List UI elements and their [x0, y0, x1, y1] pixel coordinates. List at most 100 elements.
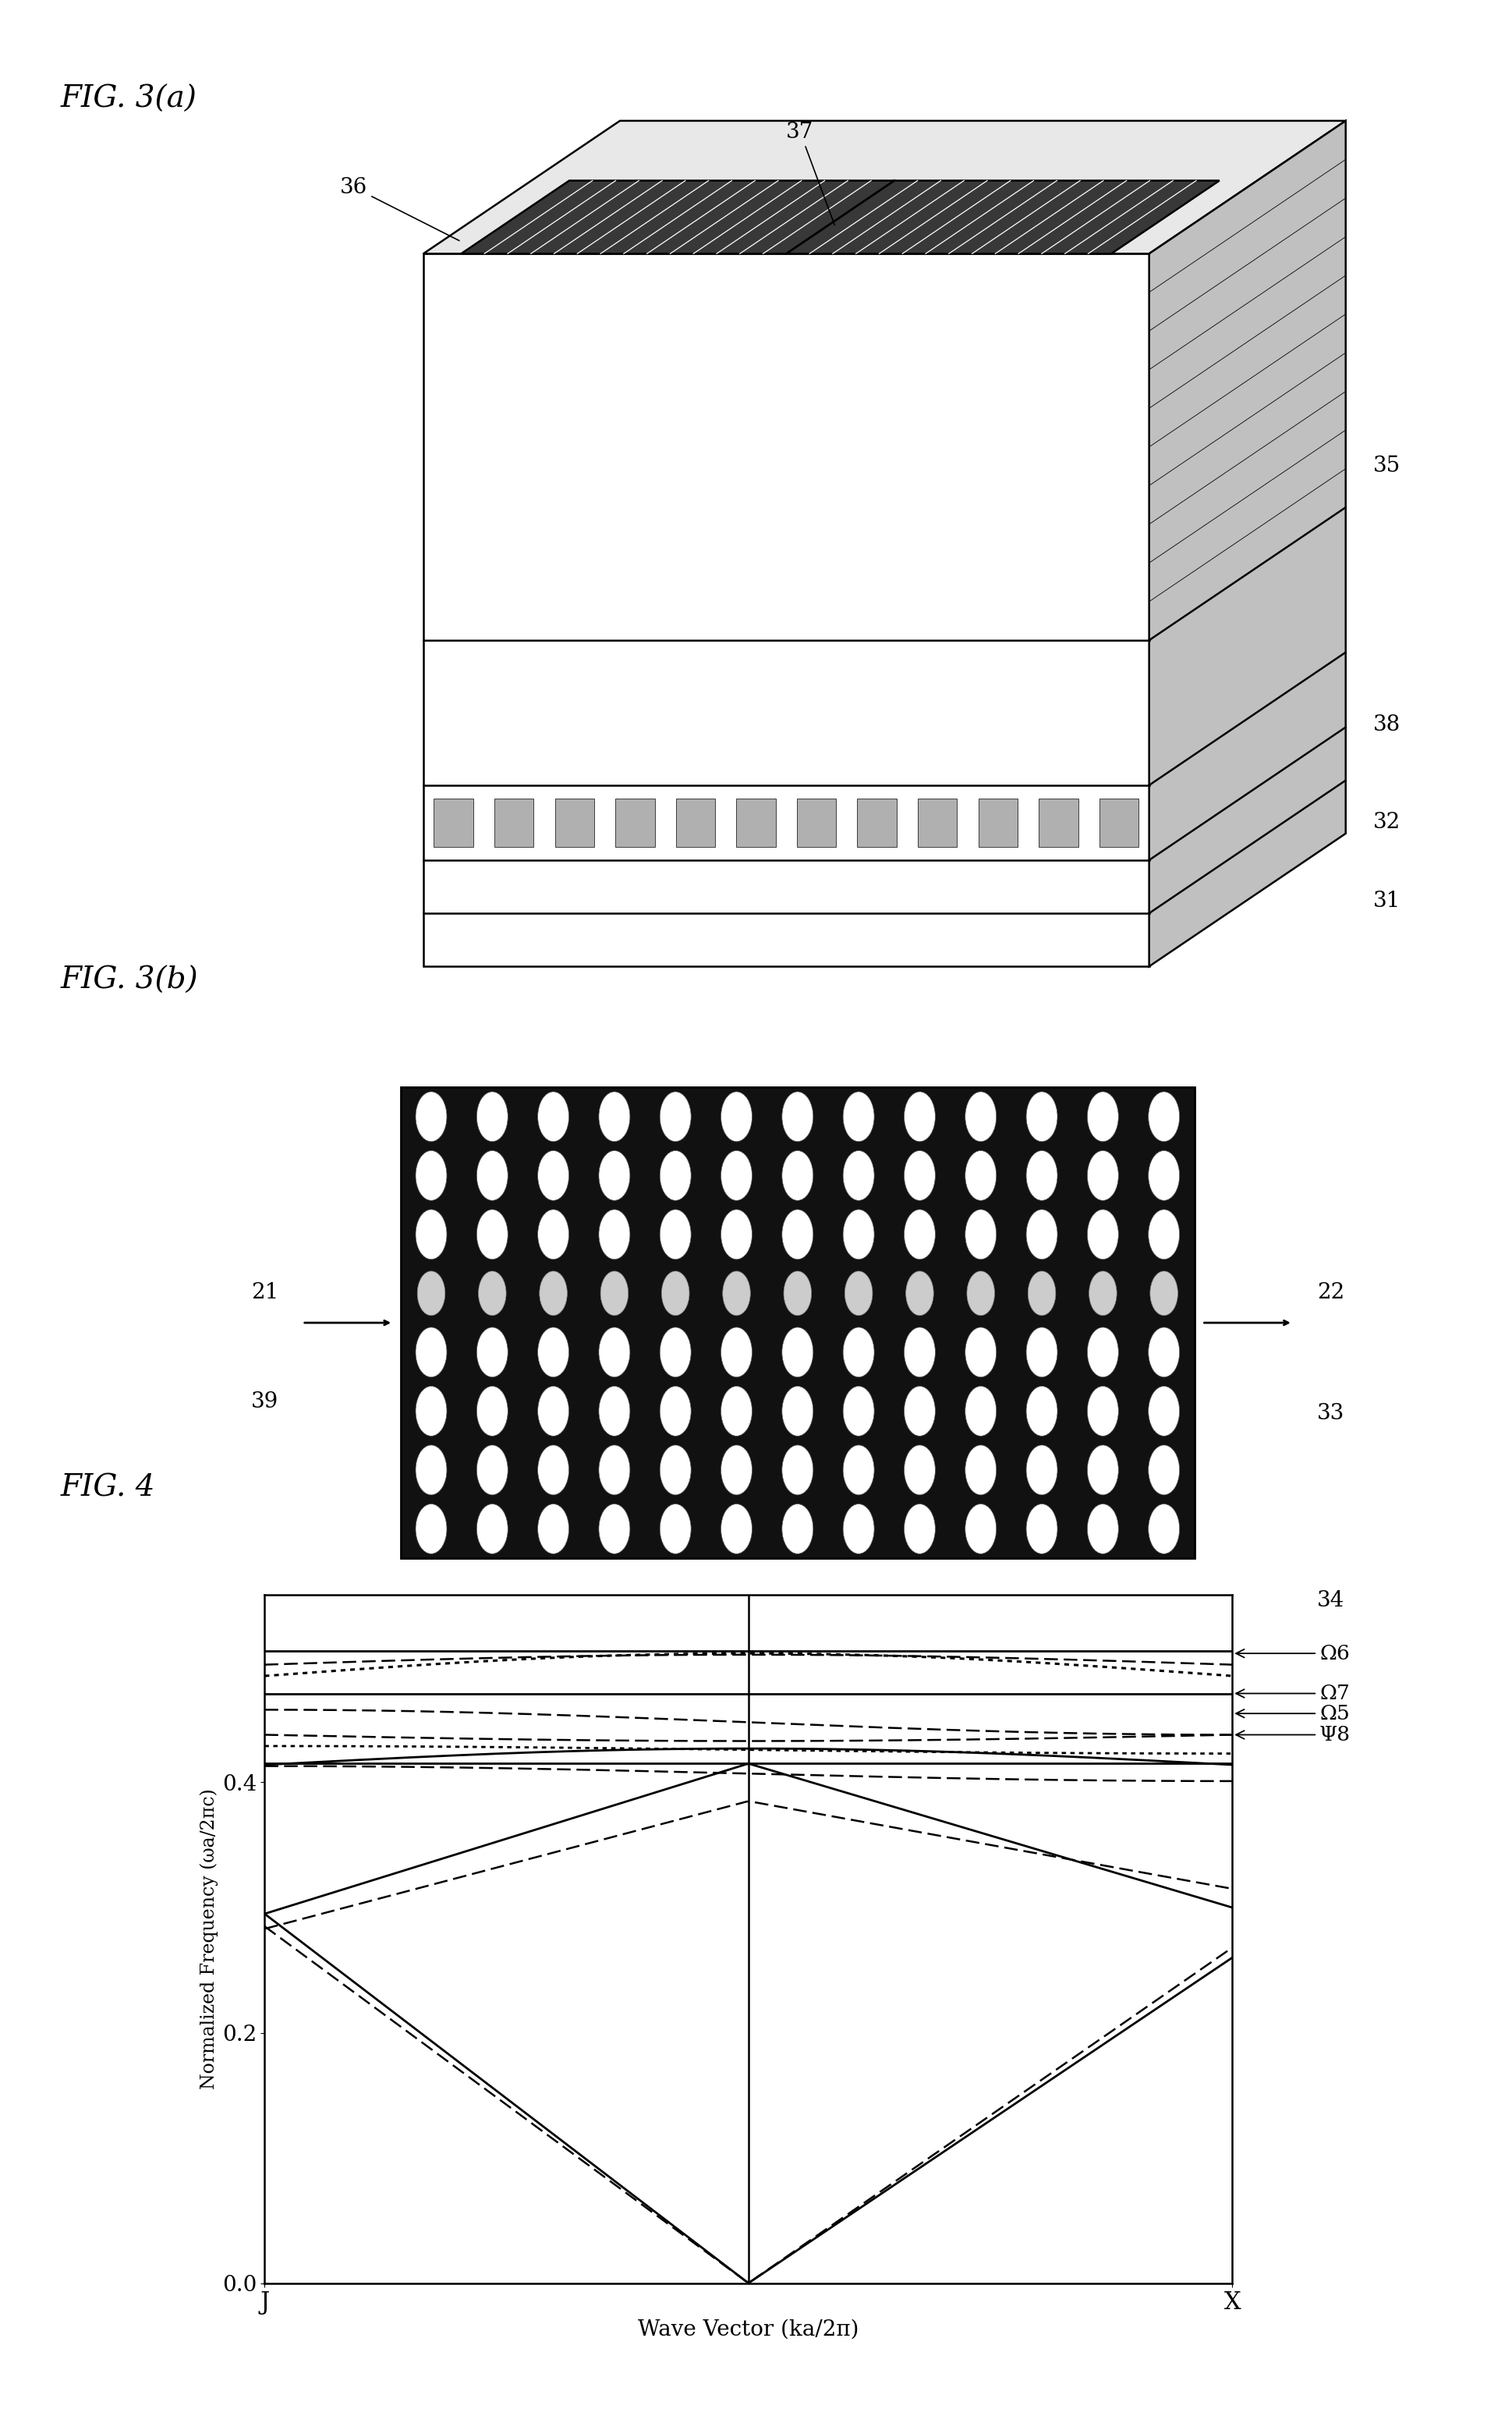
Text: 34: 34: [1317, 1590, 1344, 1611]
Bar: [434, 797, 473, 848]
Circle shape: [659, 1505, 691, 1553]
Bar: [401, 1087, 1194, 1558]
Bar: [676, 797, 715, 848]
Circle shape: [1148, 1092, 1179, 1140]
Circle shape: [904, 1326, 936, 1377]
Circle shape: [476, 1505, 508, 1553]
Circle shape: [782, 1092, 813, 1140]
Circle shape: [416, 1092, 448, 1140]
Circle shape: [844, 1326, 874, 1377]
Circle shape: [1087, 1445, 1119, 1496]
Circle shape: [721, 1387, 751, 1435]
Circle shape: [416, 1445, 448, 1496]
Circle shape: [538, 1150, 569, 1201]
Circle shape: [1027, 1150, 1057, 1201]
Text: FIG. 3(a): FIG. 3(a): [60, 85, 197, 114]
Circle shape: [904, 1445, 936, 1496]
Circle shape: [1148, 1326, 1179, 1377]
Circle shape: [782, 1150, 813, 1201]
Circle shape: [1027, 1092, 1057, 1140]
Circle shape: [600, 1271, 629, 1314]
Circle shape: [538, 1092, 569, 1140]
Circle shape: [1148, 1387, 1179, 1435]
Circle shape: [1148, 1210, 1179, 1259]
Circle shape: [904, 1150, 936, 1201]
Circle shape: [538, 1326, 569, 1377]
Circle shape: [538, 1445, 569, 1496]
Circle shape: [1089, 1271, 1117, 1314]
Text: Ω5: Ω5: [1235, 1703, 1350, 1723]
Circle shape: [599, 1387, 631, 1435]
Text: 37: 37: [786, 121, 835, 225]
Circle shape: [782, 1210, 813, 1259]
Circle shape: [476, 1326, 508, 1377]
Circle shape: [659, 1210, 691, 1259]
Text: 22: 22: [1317, 1283, 1344, 1302]
Text: 35: 35: [1373, 457, 1400, 476]
Circle shape: [721, 1092, 751, 1140]
Text: Ω7: Ω7: [1235, 1684, 1350, 1703]
Circle shape: [782, 1505, 813, 1553]
Circle shape: [782, 1387, 813, 1435]
Circle shape: [1027, 1326, 1057, 1377]
Circle shape: [476, 1092, 508, 1140]
Bar: [494, 797, 534, 848]
Circle shape: [965, 1150, 996, 1201]
Circle shape: [965, 1326, 996, 1377]
Circle shape: [538, 1387, 569, 1435]
Bar: [1099, 797, 1139, 848]
Bar: [736, 797, 776, 848]
Polygon shape: [423, 254, 1149, 966]
Y-axis label: Normalized Frequency (ωa/2πc): Normalized Frequency (ωa/2πc): [200, 1788, 218, 2090]
Circle shape: [659, 1092, 691, 1140]
Circle shape: [1028, 1271, 1055, 1314]
X-axis label: Wave Vector (ka/2π): Wave Vector (ka/2π): [638, 2319, 859, 2341]
Circle shape: [659, 1150, 691, 1201]
Circle shape: [599, 1150, 631, 1201]
Circle shape: [1087, 1092, 1119, 1140]
Circle shape: [1027, 1387, 1057, 1435]
Circle shape: [476, 1150, 508, 1201]
Circle shape: [783, 1271, 812, 1314]
Circle shape: [476, 1387, 508, 1435]
Circle shape: [662, 1271, 689, 1314]
Polygon shape: [423, 121, 1346, 254]
Circle shape: [1087, 1150, 1119, 1201]
Text: Ψ8: Ψ8: [1235, 1725, 1350, 1744]
Circle shape: [599, 1505, 631, 1553]
Circle shape: [904, 1505, 936, 1553]
Circle shape: [478, 1271, 507, 1314]
Text: 31: 31: [1373, 892, 1400, 911]
Circle shape: [904, 1210, 936, 1259]
Circle shape: [599, 1326, 631, 1377]
Polygon shape: [461, 181, 1219, 254]
Circle shape: [599, 1445, 631, 1496]
Circle shape: [904, 1092, 936, 1140]
Circle shape: [965, 1092, 996, 1140]
Text: FIG. 4: FIG. 4: [60, 1474, 156, 1503]
Circle shape: [1148, 1445, 1179, 1496]
Circle shape: [538, 1210, 569, 1259]
Circle shape: [844, 1210, 874, 1259]
Circle shape: [723, 1271, 750, 1314]
Bar: [978, 797, 1018, 848]
Circle shape: [782, 1445, 813, 1496]
Circle shape: [416, 1387, 448, 1435]
Circle shape: [416, 1150, 448, 1201]
Text: 21: 21: [251, 1283, 278, 1302]
Text: 38: 38: [1373, 715, 1400, 734]
Circle shape: [906, 1271, 933, 1314]
Circle shape: [844, 1445, 874, 1496]
Circle shape: [721, 1150, 751, 1201]
Circle shape: [721, 1210, 751, 1259]
Circle shape: [965, 1387, 996, 1435]
Circle shape: [965, 1210, 996, 1259]
Circle shape: [659, 1445, 691, 1496]
Circle shape: [966, 1271, 995, 1314]
Circle shape: [844, 1505, 874, 1553]
Bar: [857, 797, 897, 848]
Bar: [797, 797, 836, 848]
Circle shape: [538, 1505, 569, 1553]
Circle shape: [540, 1271, 567, 1314]
Circle shape: [965, 1445, 996, 1496]
